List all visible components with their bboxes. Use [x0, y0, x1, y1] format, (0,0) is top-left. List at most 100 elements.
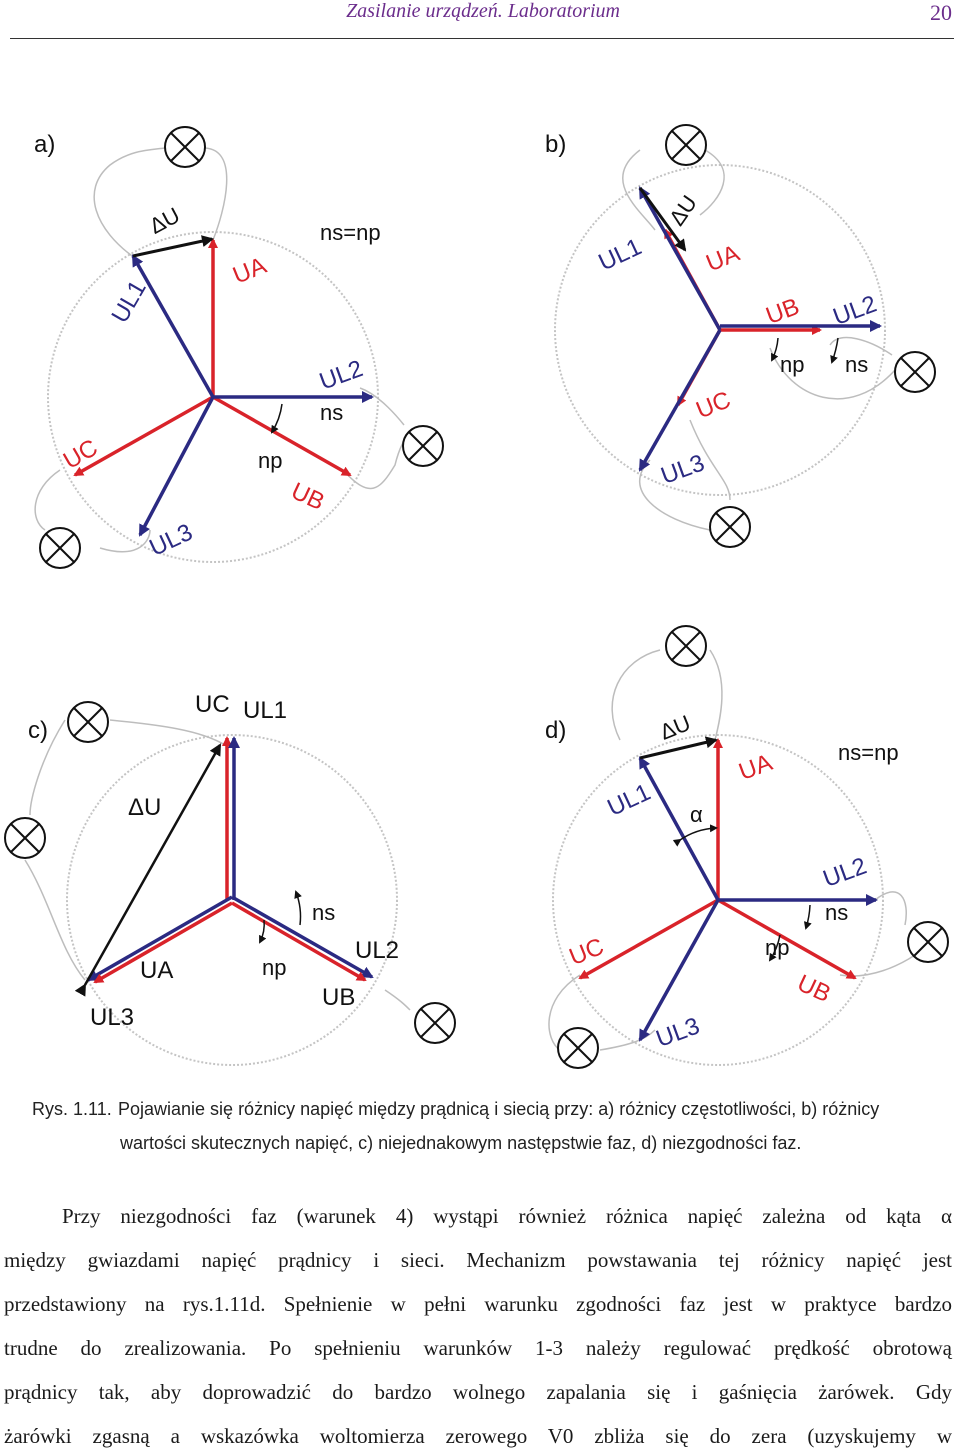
panel-b-wire-1 — [622, 149, 656, 231]
figure-caption: Rys. 1.11. Pojawianie się różnicy napięć … — [32, 1092, 937, 1160]
panel-a-lamp-2-icon — [402, 425, 444, 467]
panel-a-du-label: ΔU — [145, 202, 184, 238]
body-line-3: przedstawiony na rys.1.11d. Spełnienie w… — [4, 1292, 952, 1316]
panel-d-wire-1 — [611, 649, 661, 741]
body-line-6: żarówki zgasną a wskazówka woltomierza z… — [4, 1424, 952, 1448]
panel-c-wire-4 — [384, 989, 411, 1011]
panel-a-label: a) — [34, 131, 55, 158]
panel-c-lamp-3-icon — [414, 1002, 456, 1044]
panel-c-rotation-arrow-s — [294, 890, 302, 926]
panel-c-wire-2 — [109, 719, 226, 746]
panel-a-wire-3 — [342, 439, 406, 490]
panel-a-lamp-1-icon — [164, 126, 206, 168]
body-line-5: prądnicy tak, aby doprowadzić do bardzo … — [4, 1380, 952, 1404]
panel-c-lamp-2-icon — [4, 817, 46, 859]
panel-d-alpha-label: α — [690, 802, 703, 827]
panel-a-ub-vector — [212, 395, 352, 477]
panel-c-wire-3 — [24, 859, 86, 981]
panel-a-circle — [47, 231, 379, 563]
panel-b: b) ΔU UL1 UA UB UL2 np ns UC UL3 — [545, 124, 936, 548]
panel-c-ub-label: UB — [322, 984, 355, 1011]
panel-a-rotation-arrow — [270, 403, 283, 434]
panel-b-wire-2 — [699, 149, 725, 216]
panel-a-lamp-3-icon — [39, 527, 81, 569]
panel-b-wire-6 — [689, 419, 731, 501]
body-line-4: trudne do zrealizowania. Po spełnieniu w… — [4, 1336, 952, 1360]
panel-a-np-label: np — [258, 448, 282, 473]
panel-b-ul3-vector — [638, 329, 722, 472]
panel-c: c) UC UL1 ΔU ns UL2 UA np UB UL3 — [4, 691, 456, 1066]
panel-b-wire-3 — [769, 347, 896, 400]
panel-a-wire-2 — [204, 147, 228, 241]
panel-b-wire-4 — [829, 336, 893, 356]
panel-b-ns-label: ns — [845, 352, 868, 377]
panel-b-du-vector — [638, 187, 687, 252]
page-number: 20 — [930, 0, 952, 25]
panel-a-ua-label: UA — [229, 252, 270, 290]
panel-d-ul2-label: UL2 — [820, 852, 871, 892]
phase-diagram-figure: a) ns=np ΔU UL1 UA UL2 ns np UB UC UL3 b… — [4, 124, 949, 1069]
panel-d-speed-label: ns=np — [838, 740, 899, 765]
panel-d-ul3-label: UL3 — [653, 1012, 704, 1052]
panel-b-label: b) — [545, 131, 566, 158]
panel-b-ul3-label: UL3 — [657, 449, 708, 489]
panel-c-ns-label: ns — [312, 900, 335, 925]
panel-a-ul3-vector — [138, 396, 215, 537]
page-header: Zasilanie urządzeń. Laboratorium 20 — [0, 0, 960, 40]
panel-d-ns-label: ns — [825, 900, 848, 925]
panel-b-uc-label: UC — [692, 386, 734, 424]
panel-c-ul1-label: UL1 — [243, 697, 287, 724]
panel-d-alpha-arc — [672, 824, 718, 847]
panel-d-np-label: np — [765, 935, 789, 960]
panel-b-circle — [554, 164, 886, 496]
body-line-2: między gwiazdami napięć prądnicy i sieci… — [4, 1248, 952, 1272]
panel-c-ul3-label: UL3 — [90, 1004, 134, 1031]
panel-d-ua-label: UA — [735, 749, 776, 786]
panel-d-lamp-3-icon — [557, 1027, 599, 1069]
caption-line-1: Rys. 1.11. Pojawianie się różnicy napięć … — [32, 1092, 937, 1126]
panel-d-lamp-1-icon — [665, 625, 707, 667]
panel-c-rotation-arrow-p — [259, 919, 267, 944]
panel-b-rotation-arrow-p — [771, 337, 779, 362]
panel-c-lamp-1-icon — [67, 701, 109, 743]
panel-b-ul1-vector — [638, 186, 722, 331]
panel-a-ns-label: ns — [320, 400, 343, 425]
panel-a-uc-vector — [73, 395, 214, 477]
panel-d-wire-6 — [599, 1029, 656, 1051]
panel-a-wire-4 — [359, 387, 405, 426]
panel-b-rotation-arrow-s — [830, 337, 839, 364]
panel-b-lamp-2-icon — [894, 351, 936, 393]
panel-c-ul2-label: UL2 — [355, 937, 399, 964]
panel-b-ua-label: UA — [702, 240, 743, 278]
panel-b-ul1-label: UL1 — [594, 233, 645, 276]
panel-d-wire-3 — [874, 891, 907, 926]
panel-d-rotation-arrow-p — [768, 934, 781, 962]
panel-c-ub-vector — [231, 901, 367, 982]
panel-a-ul1-label: UL1 — [106, 276, 151, 328]
panel-a-wire-5 — [34, 469, 61, 531]
panel-b-lamp-1-icon — [665, 124, 707, 166]
panel-a-ub-label: UB — [287, 477, 329, 516]
panel-c-np-label: np — [262, 955, 286, 980]
header-divider — [10, 38, 954, 39]
panel-d-lamp-2-icon — [907, 921, 949, 963]
caption-number: Rys. 1.11. — [32, 1099, 112, 1119]
panel-a-uc-label: UC — [59, 434, 103, 475]
panel-d-ub-vector — [717, 898, 857, 980]
panel-c-ul2-vector — [231, 895, 374, 979]
panel-d-wire-5 — [548, 974, 581, 1051]
panel-d-wire-2 — [709, 649, 723, 741]
panel-c-du-vector — [74, 743, 222, 997]
panel-c-ua-label: UA — [140, 957, 173, 984]
panel-a-ul1-vector — [131, 254, 215, 398]
panel-d-du-label: ΔU — [656, 710, 694, 745]
panel-d-ul3-vector — [638, 899, 720, 1042]
panel-d-uc-vector — [578, 898, 719, 980]
panel-d: d) ns=np ΔU UA UL1 α UL2 ns UC np UB UL3 — [545, 625, 949, 1069]
panel-a-wire-1 — [93, 147, 166, 259]
panel-d-label: d) — [545, 717, 566, 744]
panel-d-wire-4 — [839, 954, 916, 977]
panel-a-ul3-label: UL3 — [145, 519, 196, 562]
panel-d-rotation-arrow-s — [803, 904, 812, 930]
body-line-1: Przy niezgodności faz (warunek 4) wystąp… — [62, 1204, 952, 1228]
